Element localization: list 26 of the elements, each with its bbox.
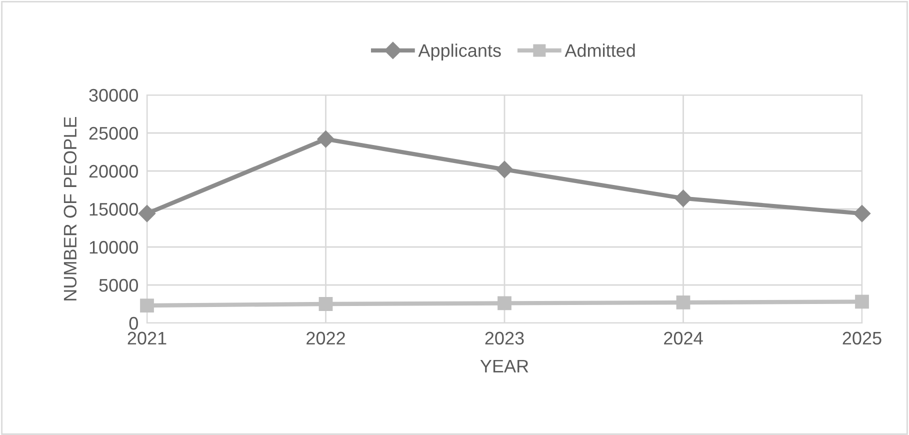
point <box>138 205 156 222</box>
point <box>498 296 512 310</box>
point <box>853 205 871 222</box>
point <box>855 294 869 309</box>
point <box>140 298 154 312</box>
x-tick-label: 2024 <box>664 332 703 345</box>
y-tick-label: 30000 <box>89 88 138 102</box>
y-tick-label: 0 <box>129 316 138 330</box>
y-axis-title: NUMBER OF PEOPLE <box>64 116 77 300</box>
x-tick-label: 2025 <box>842 332 882 345</box>
point <box>317 130 334 148</box>
y-tick-label: 20000 <box>89 164 138 178</box>
point <box>676 296 690 310</box>
y-tick-label: 10000 <box>90 240 138 254</box>
x-axis-title: YEAR <box>480 360 528 372</box>
point <box>318 297 333 311</box>
x-tick-label: 2023 <box>485 332 524 345</box>
y-tick-label: 25000 <box>89 126 138 140</box>
point <box>674 190 692 207</box>
legend-label: Admitted <box>564 44 635 57</box>
y-tick-label: 15000 <box>90 202 138 216</box>
y-tick-label: 5000 <box>99 278 138 292</box>
point <box>496 160 514 178</box>
legend-label: Applicants <box>418 44 501 61</box>
x-tick-label: 2022 <box>306 332 345 345</box>
x-tick-label: 2021 <box>128 332 166 345</box>
